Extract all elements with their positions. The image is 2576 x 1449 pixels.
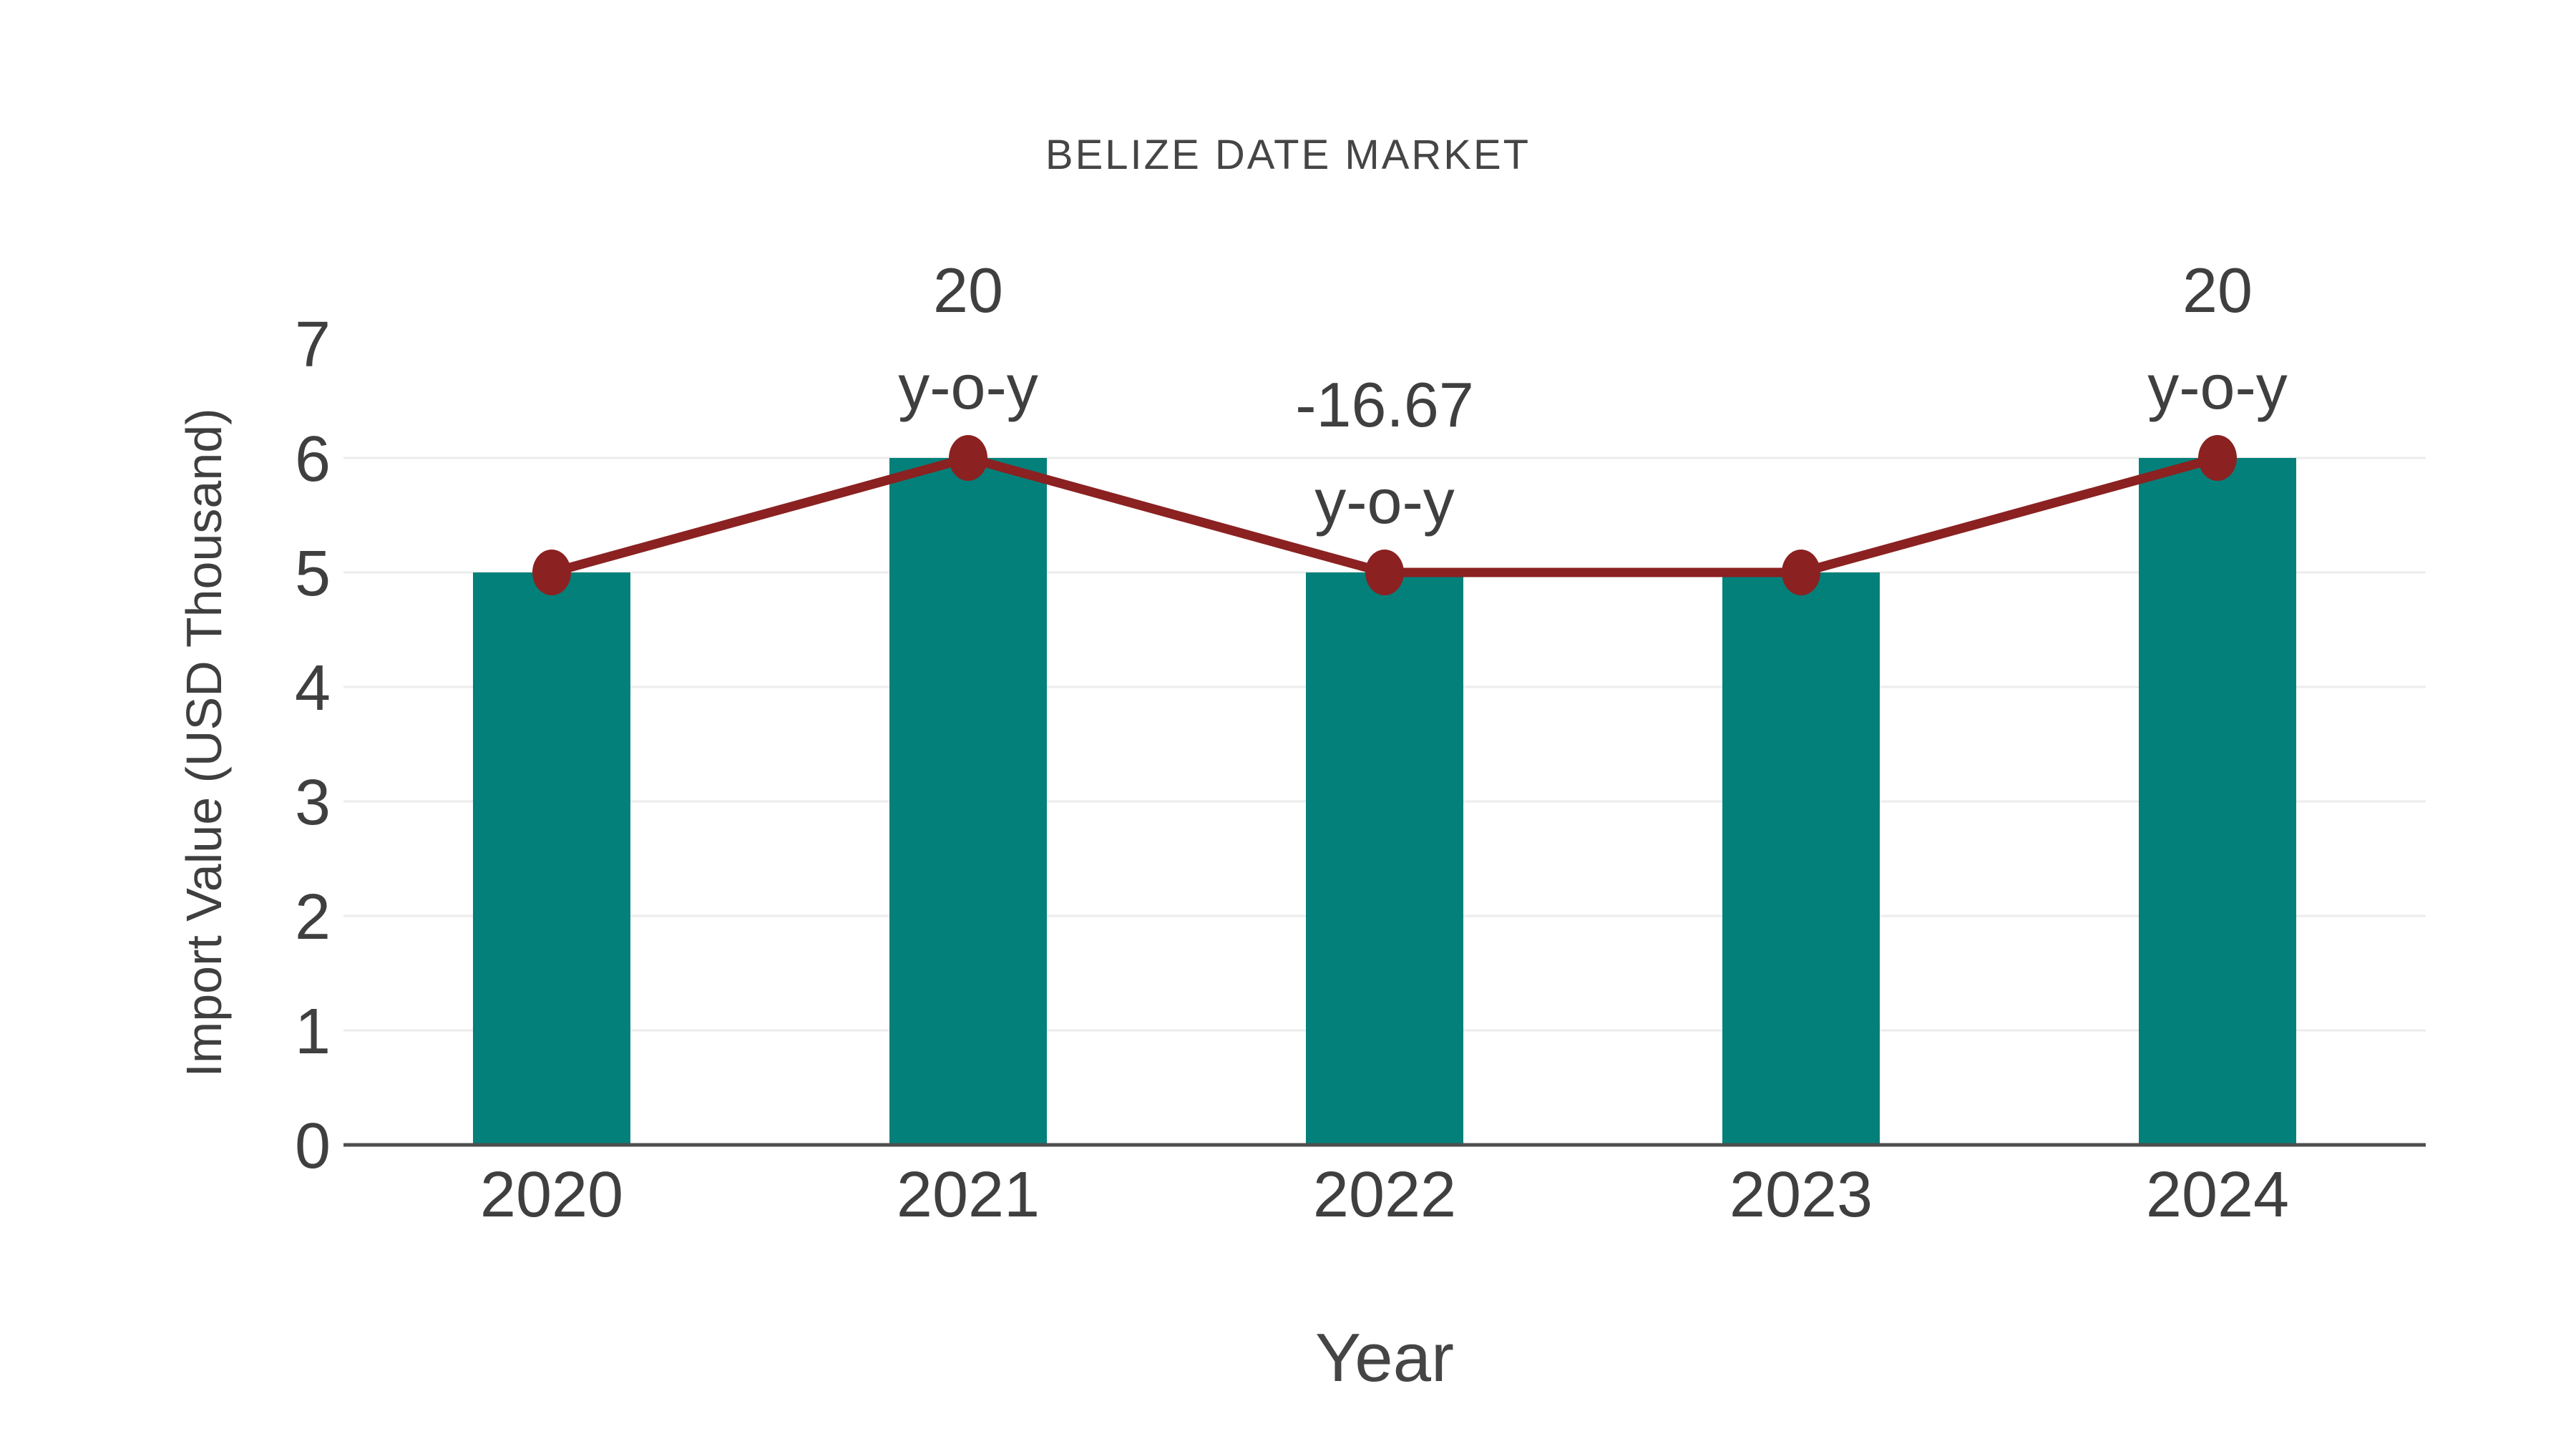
y-tick-label-6: 6 [295,424,331,495]
trend-marker-2020 [532,550,571,595]
bar-2021 [889,458,1047,1145]
y-tick-label-5: 5 [295,538,331,610]
annotation-2021-line1: 20 [933,255,1003,326]
y-tick-label-7: 7 [295,309,331,381]
y-tick-label-0: 0 [295,1111,331,1182]
trend-marker-2021 [949,435,987,481]
trend-marker-2023 [1782,550,1820,595]
y-tick-label-4: 4 [295,653,331,724]
x-tick-label-2022: 2022 [1313,1159,1456,1231]
annotation-2024-line1: 20 [2182,255,2253,326]
x-tick-label-2024: 2024 [2146,1159,2289,1231]
x-tick-label-2023: 2023 [1729,1159,1873,1231]
annotation-2022-line2: y-o-y [1314,466,1455,537]
bar-2023 [1722,572,1880,1145]
annotation-2024-line2: y-o-y [2147,351,2288,422]
bar-2022 [1306,572,1463,1145]
bar-2024 [2139,458,2296,1145]
trend-marker-2022 [1365,550,1404,595]
y-tick-label-3: 3 [295,767,331,839]
annotation-2021-line2: y-o-y [898,351,1038,422]
x-axis-title: Year [1315,1319,1454,1396]
bar-2020 [473,572,630,1145]
y-tick-label-2: 2 [295,882,331,953]
chart-title: BELIZE DATE MARKET [1045,132,1531,178]
x-tick-label-2021: 2021 [897,1159,1040,1231]
y-tick-label-1: 1 [295,996,331,1068]
trend-marker-2024 [2198,435,2237,481]
x-tick-label-2020: 2020 [480,1159,623,1231]
annotation-2022-line1: -16.67 [1295,369,1474,440]
